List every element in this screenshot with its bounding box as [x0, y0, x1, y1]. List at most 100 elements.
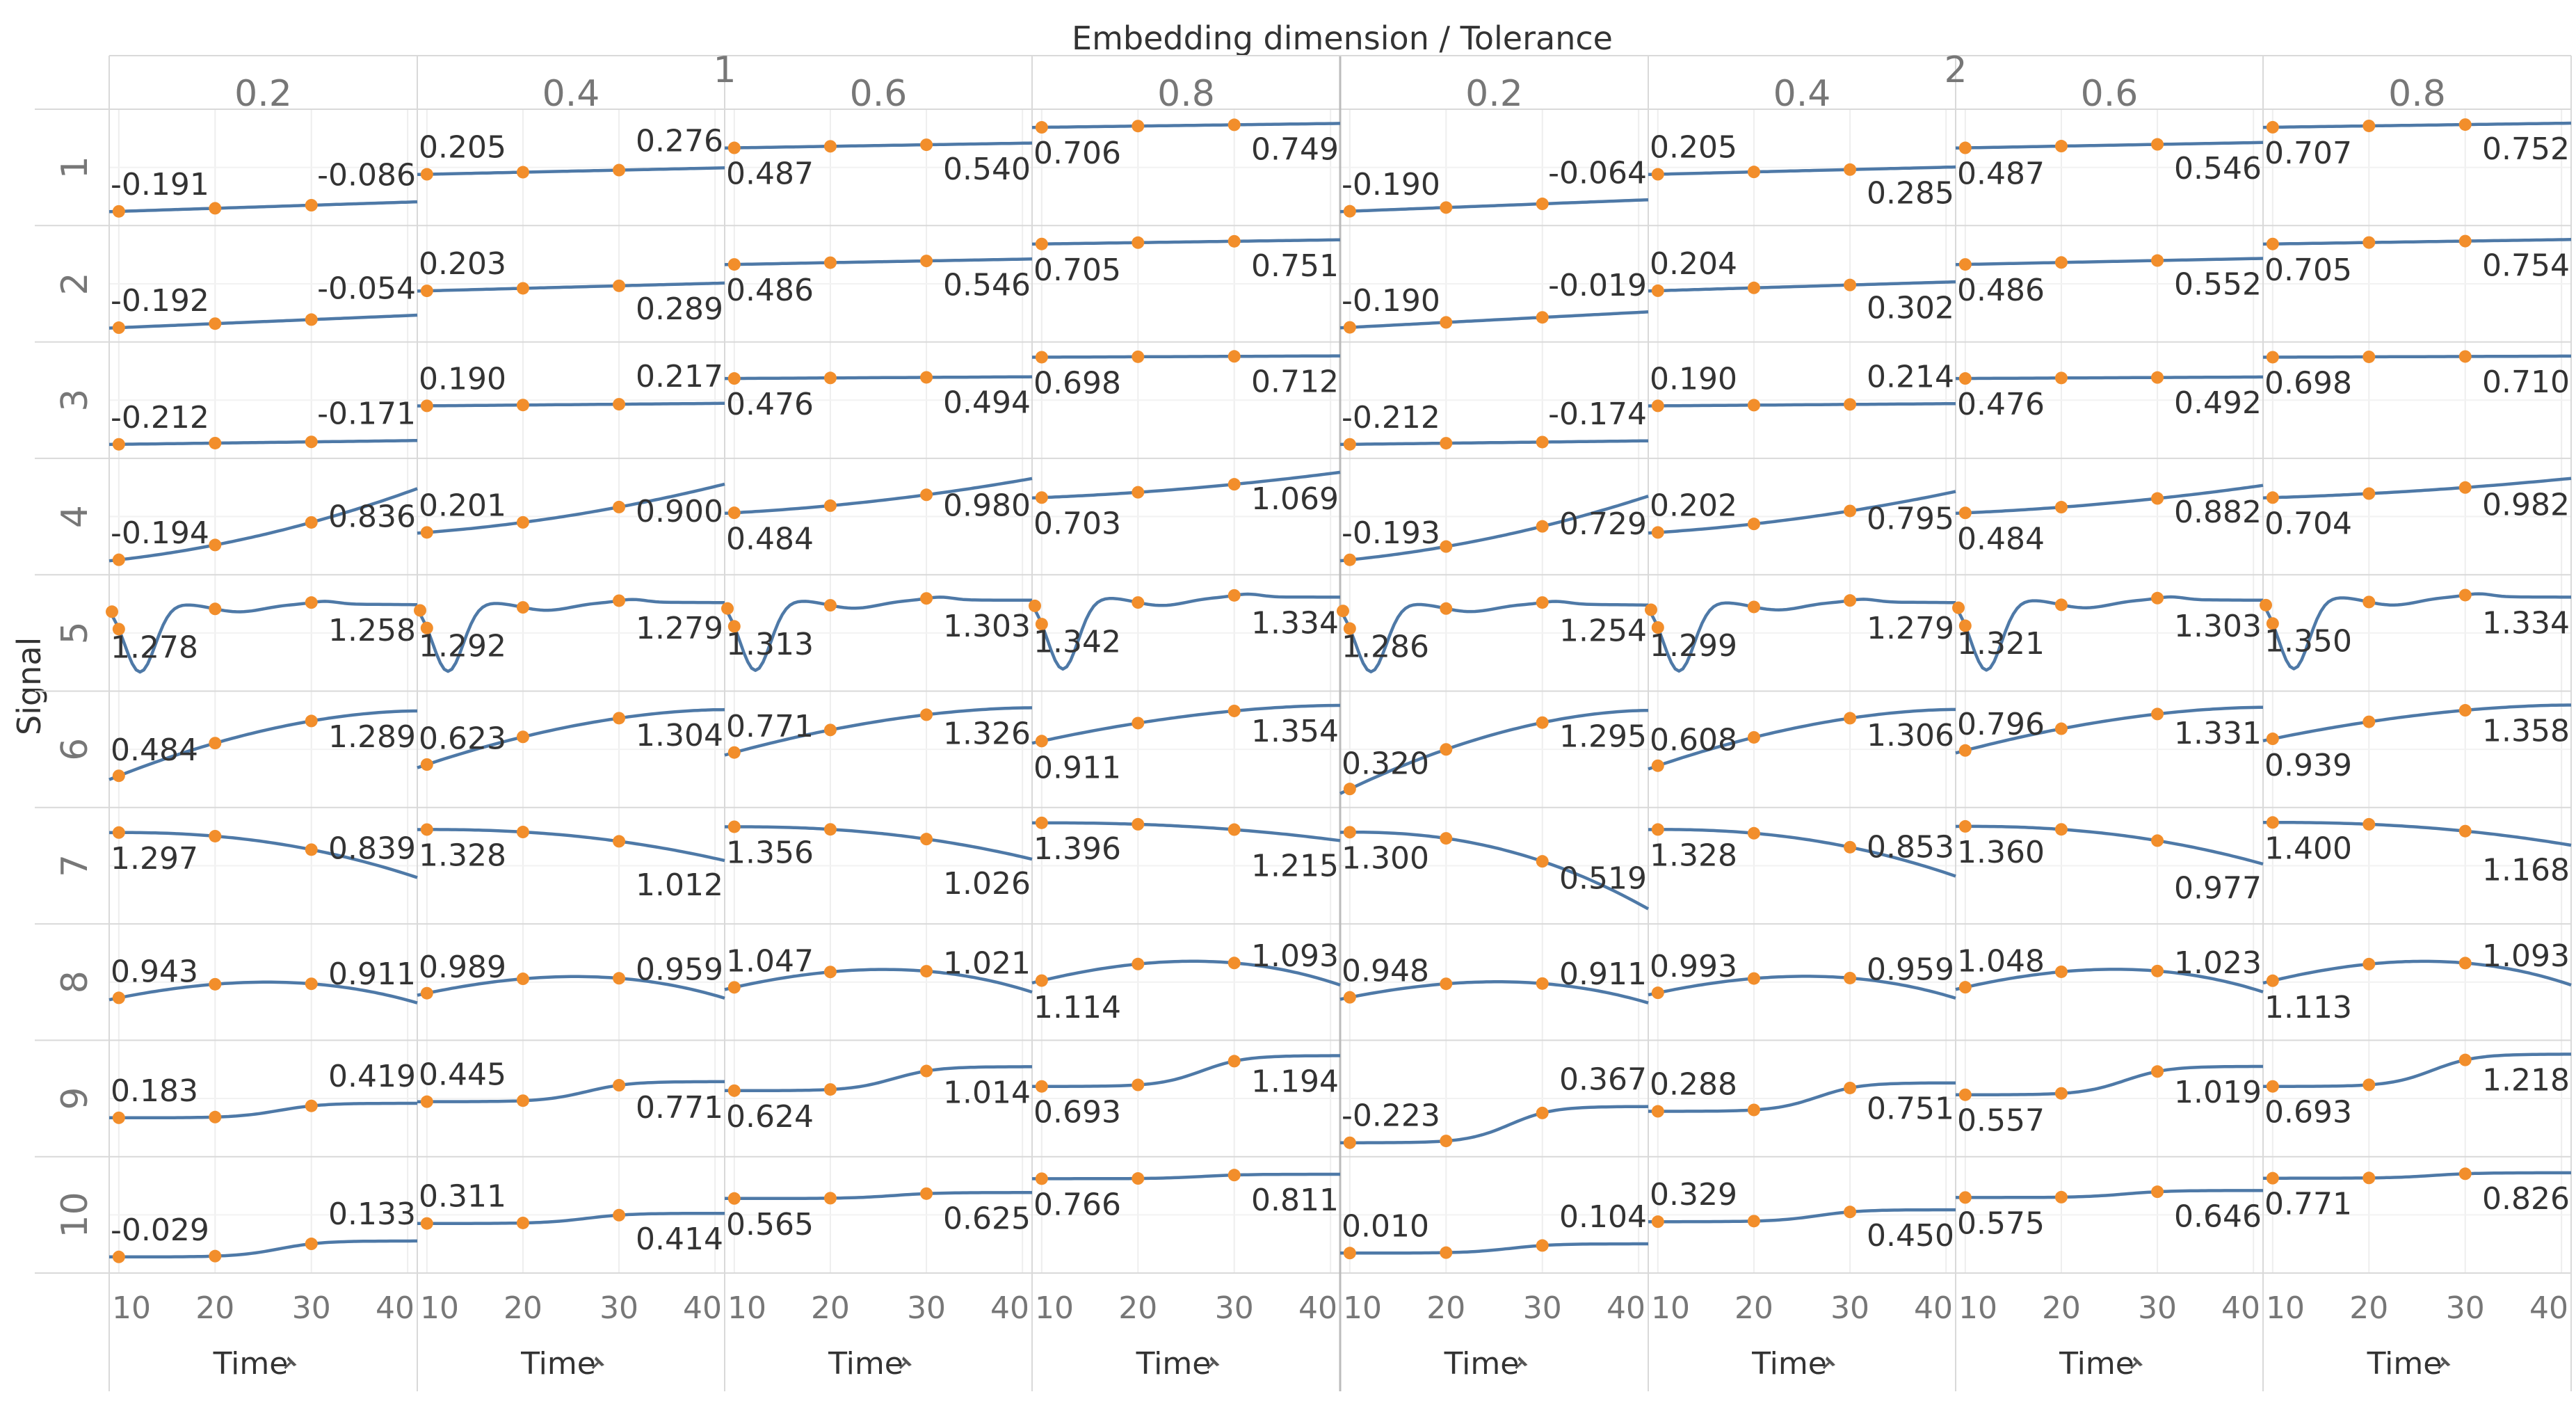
- series-line: [108, 313, 418, 330]
- data-point: [2458, 1053, 2472, 1066]
- data-point: [1536, 855, 1549, 868]
- end-value-label: 1.069: [1251, 481, 1339, 517]
- series-line: [1955, 257, 2264, 266]
- x-tick-label: 30: [1523, 1290, 1562, 1326]
- pin-icon: [899, 1357, 912, 1370]
- data-point: [1958, 744, 1972, 757]
- x-tick-label: 10: [1651, 1290, 1690, 1326]
- start-value-label: 0.329: [1650, 1177, 1737, 1213]
- x-tick-label: 40: [376, 1290, 414, 1326]
- data-point: [305, 1238, 318, 1251]
- end-value-label: 1.334: [2482, 605, 2570, 641]
- data-point: [1958, 981, 1972, 994]
- data-point: [1844, 398, 1857, 411]
- tolerance-label: 0.8: [2388, 73, 2446, 115]
- x-tick-label: 40: [683, 1290, 722, 1326]
- data-point: [1958, 1088, 1972, 1101]
- data-point: [1227, 350, 1241, 363]
- data-point: [2054, 965, 2068, 978]
- start-value-label: 0.575: [1957, 1206, 2045, 1241]
- end-value-label: 0.900: [636, 494, 723, 529]
- data-point: [2266, 1080, 2279, 1093]
- signal-row-label: 4: [54, 505, 96, 528]
- data-point: [727, 981, 741, 994]
- series-line: [1648, 401, 1956, 408]
- data-point: [1227, 823, 1241, 836]
- start-value-label: 0.183: [111, 1073, 198, 1109]
- data-point: [920, 592, 933, 605]
- data-point: [1958, 506, 1972, 520]
- start-value-label: 0.706: [1033, 136, 1121, 171]
- data-point: [920, 488, 933, 502]
- end-value-label: 0.853: [1867, 830, 1954, 865]
- start-value-label: 0.190: [1650, 361, 1737, 397]
- start-value-label: 0.939: [2264, 748, 2352, 783]
- start-value-label: 0.993: [1650, 949, 1737, 984]
- start-value-label: 0.698: [2264, 365, 2352, 401]
- data-point: [920, 255, 933, 268]
- series-line: [1956, 1064, 2263, 1096]
- data-point: [2260, 598, 2272, 611]
- data-point: [2266, 733, 2279, 746]
- data-point: [721, 602, 734, 615]
- end-value-label: 1.334: [1251, 605, 1339, 641]
- data-point: [1132, 957, 1145, 970]
- data-point: [1343, 783, 1356, 796]
- series-line: [1648, 165, 1956, 177]
- x-tick-label: 10: [1343, 1290, 1382, 1326]
- series-line: [725, 1065, 1032, 1093]
- start-value-label: 0.486: [726, 273, 814, 308]
- start-value-label: 0.704: [2264, 506, 2352, 541]
- end-value-label: 1.295: [1559, 719, 1647, 754]
- start-value-label: 1.356: [726, 835, 814, 871]
- series-line: [2263, 821, 2572, 847]
- data-point: [2266, 351, 2279, 364]
- data-point: [2458, 234, 2472, 248]
- end-value-label: 0.839: [328, 831, 416, 867]
- data-point: [1747, 281, 1760, 294]
- data-point: [305, 435, 318, 449]
- data-point: [920, 708, 933, 721]
- end-value-label: -0.064: [1548, 155, 1647, 191]
- data-point: [1035, 974, 1048, 987]
- data-point: [2054, 1087, 2068, 1100]
- series-line: [1339, 310, 1649, 330]
- end-value-label: 0.414: [636, 1222, 723, 1257]
- data-point: [2151, 371, 2164, 384]
- end-value-label: -0.019: [1548, 268, 1647, 303]
- start-value-label: 1.400: [2264, 831, 2352, 866]
- data-point: [613, 500, 626, 513]
- series-line: [108, 200, 418, 214]
- start-value-label: -0.190: [1342, 283, 1440, 319]
- pin-icon: [2438, 1357, 2451, 1370]
- end-value-label: 1.168: [2482, 853, 2570, 888]
- data-point: [920, 1064, 933, 1078]
- start-value-label: 1.342: [1033, 625, 1121, 660]
- start-value-label: 0.484: [726, 521, 814, 557]
- end-value-label: 1.354: [1251, 714, 1339, 749]
- end-value-label: -0.174: [1548, 397, 1647, 432]
- end-value-label: 1.215: [1251, 848, 1339, 883]
- data-point: [305, 977, 318, 991]
- data-point: [1440, 743, 1453, 756]
- series-line: [2262, 703, 2571, 743]
- start-value-label: 0.698: [1033, 365, 1121, 401]
- series-line: [1955, 824, 2264, 866]
- series-line: [724, 257, 1033, 266]
- data-point: [209, 436, 222, 449]
- end-value-label: 1.093: [1251, 938, 1339, 974]
- data-point: [112, 1250, 125, 1263]
- series-line: [2263, 354, 2571, 359]
- data-point: [1029, 599, 1041, 612]
- tolerance-label: 0.4: [542, 73, 600, 115]
- data-point: [1227, 234, 1241, 248]
- data-point: [1343, 1247, 1356, 1260]
- data-point: [1536, 311, 1549, 324]
- series-line: [109, 831, 418, 879]
- series-line: [1032, 354, 1340, 359]
- data-point: [2362, 487, 2376, 500]
- data-point: [2054, 140, 2068, 153]
- data-point: [209, 1249, 222, 1263]
- series-line: [1955, 483, 2264, 515]
- end-value-label: 0.749: [1251, 132, 1339, 168]
